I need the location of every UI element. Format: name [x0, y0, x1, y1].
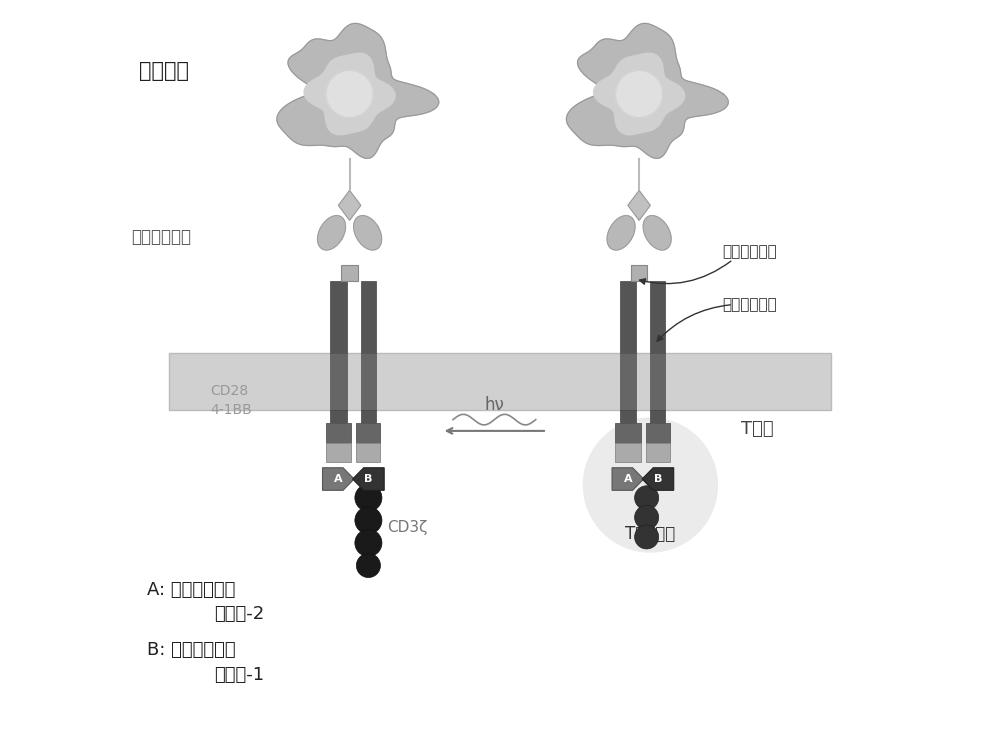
Polygon shape — [338, 190, 361, 220]
Text: 肿瘾细胞: 肿瘾细胞 — [139, 62, 189, 81]
Polygon shape — [616, 71, 663, 117]
Text: 第一融合蛋白: 第一融合蛋白 — [722, 244, 777, 259]
Text: 素蛋白-2: 素蛋白-2 — [214, 605, 264, 623]
Bar — [646, 423, 670, 443]
Polygon shape — [566, 23, 728, 159]
Text: 旋蛋白-1: 旋蛋白-1 — [214, 666, 264, 684]
Bar — [330, 353, 347, 410]
Circle shape — [355, 484, 382, 511]
Text: 4-1BB: 4-1BB — [210, 403, 252, 417]
Bar — [356, 423, 380, 443]
Circle shape — [356, 553, 380, 578]
Polygon shape — [318, 216, 346, 250]
Bar — [615, 423, 641, 443]
Bar — [341, 265, 358, 281]
Polygon shape — [594, 53, 685, 135]
Text: B: B — [364, 474, 373, 484]
Bar — [356, 443, 380, 462]
Circle shape — [355, 529, 382, 556]
Text: CD28: CD28 — [210, 384, 249, 398]
Polygon shape — [643, 216, 671, 250]
Bar — [330, 410, 347, 423]
Ellipse shape — [583, 417, 718, 553]
Bar — [615, 443, 641, 462]
Text: 第二融合蛋白: 第二融合蛋白 — [722, 297, 777, 312]
Bar — [361, 281, 376, 353]
Polygon shape — [612, 468, 644, 490]
Bar — [326, 423, 351, 443]
Text: A: A — [624, 474, 632, 484]
Text: CD3ζ: CD3ζ — [387, 520, 428, 535]
Bar — [330, 281, 347, 353]
Bar — [326, 443, 351, 462]
Bar — [650, 281, 665, 353]
Polygon shape — [354, 216, 382, 250]
Text: B: 类海豚螺旋弄: B: 类海豚螺旋弄 — [147, 641, 235, 660]
Bar — [650, 353, 665, 410]
Bar — [169, 353, 831, 410]
Bar — [620, 353, 636, 410]
Polygon shape — [353, 468, 384, 490]
Polygon shape — [277, 23, 439, 159]
Bar — [620, 410, 636, 423]
Bar — [620, 281, 636, 353]
Bar — [650, 410, 665, 423]
Text: B: B — [654, 474, 662, 484]
Text: T细胞激活: T细胞激活 — [625, 525, 676, 543]
Bar — [361, 353, 376, 410]
Circle shape — [635, 525, 659, 549]
Polygon shape — [323, 468, 354, 490]
Bar — [361, 410, 376, 423]
Text: A: 拟南芥隐花色: A: 拟南芥隐花色 — [147, 581, 235, 599]
Polygon shape — [642, 468, 674, 490]
Text: hν: hν — [484, 396, 504, 414]
Polygon shape — [304, 53, 395, 135]
Text: 抗原结合区域: 抗原结合区域 — [132, 228, 192, 246]
Circle shape — [635, 486, 659, 510]
Circle shape — [635, 505, 659, 529]
Polygon shape — [607, 216, 635, 250]
Circle shape — [355, 507, 382, 534]
Polygon shape — [628, 190, 650, 220]
Text: A: A — [334, 474, 343, 484]
Bar — [646, 443, 670, 462]
Text: T细胞: T细胞 — [741, 420, 773, 438]
Bar — [631, 265, 647, 281]
Polygon shape — [326, 71, 373, 117]
